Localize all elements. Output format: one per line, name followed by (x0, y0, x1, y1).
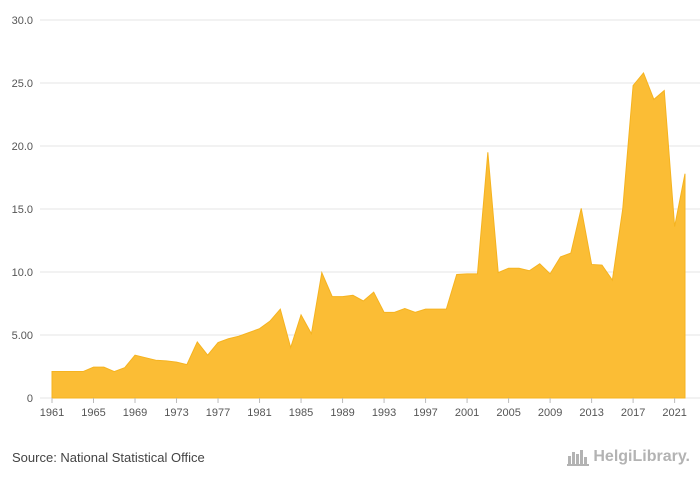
y-tick-label: 25.0 (12, 78, 33, 90)
x-tick-label: 1973 (164, 407, 188, 419)
x-tick-label: 2013 (579, 407, 603, 419)
x-tick-label: 1993 (372, 407, 396, 419)
x-tick-label: 1997 (413, 407, 437, 419)
y-tick-label: 0 (27, 393, 33, 405)
logo-text: HelgiLibrary. (593, 448, 690, 465)
x-tick-label: 2005 (496, 407, 520, 419)
x-tick-label: 1969 (123, 407, 147, 419)
x-tick-label: 2017 (621, 407, 645, 419)
y-axis: 0 5.00 10.0 15.0 20.0 25.0 30.0 (12, 15, 33, 405)
x-tick-label: 2001 (455, 407, 479, 419)
source-note: Source: National Statistical Office (12, 450, 205, 465)
area-fill (51, 71, 686, 399)
y-tick-label: 30.0 (12, 15, 33, 27)
x-tick-label: 1961 (40, 407, 64, 419)
x-axis: 1961 1965 1969 1973 1977 1981 1985 1989 1993 1997… (40, 398, 687, 419)
area-series (51, 71, 686, 399)
y-tick-label: 15.0 (12, 204, 33, 216)
y-tick-label: 10.0 (12, 267, 33, 279)
gridlines (40, 19, 700, 399)
x-tick-label: 1989 (330, 407, 354, 419)
x-tick-label: 1977 (206, 407, 230, 419)
x-tick-label: 2009 (538, 407, 562, 419)
helgilibrary-logo[interactable]: HelgiLibrary. (567, 448, 690, 466)
x-tick-label: 1965 (81, 407, 105, 419)
x-tick-label: 1985 (289, 407, 313, 419)
y-tick-label: 20.0 (12, 141, 33, 153)
x-tick-label: 1981 (247, 407, 271, 419)
library-logo-icon (567, 450, 590, 466)
x-tick-label: 2021 (662, 407, 686, 419)
y-tick-label: 5.00 (12, 330, 33, 342)
